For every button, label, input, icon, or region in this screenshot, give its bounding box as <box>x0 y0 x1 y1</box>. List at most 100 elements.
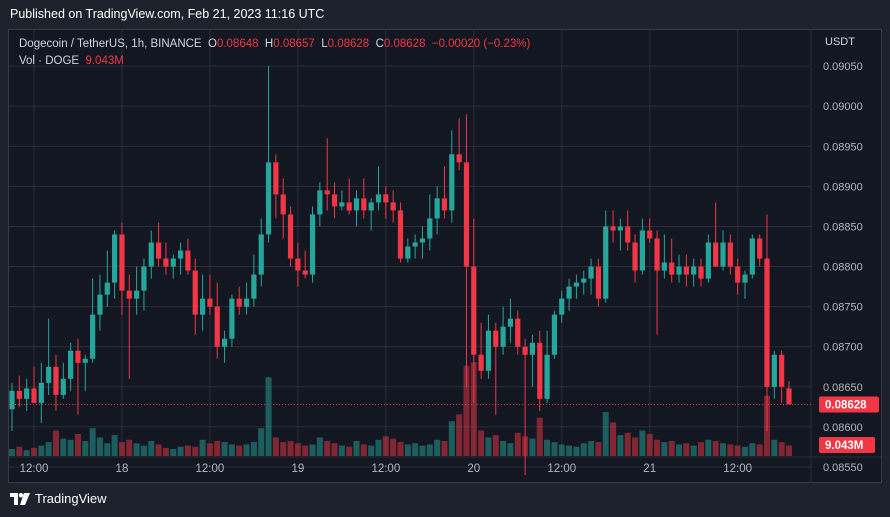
volume-bar <box>441 441 447 456</box>
candle-body <box>544 355 549 399</box>
candle-body <box>684 267 689 275</box>
volume-bar <box>170 449 176 456</box>
change-value: −0.00020 (−0.23%) <box>432 38 530 50</box>
candle-body <box>764 259 769 387</box>
x-tick-label: 12:00 <box>20 463 49 475</box>
candle-body <box>398 210 403 258</box>
candle-body <box>501 327 506 347</box>
candle-body <box>215 307 220 347</box>
candle-body <box>530 343 535 355</box>
x-tick-label: 21 <box>643 463 656 475</box>
tradingview-brand-text: TradingView <box>35 491 107 506</box>
candle-body <box>479 355 484 371</box>
candle-body <box>266 162 271 234</box>
y-tick-label: 0.08750 <box>823 302 863 314</box>
volume-bar <box>229 444 235 456</box>
volume-bar <box>31 448 37 456</box>
candle-body <box>698 267 703 279</box>
volume-bar <box>53 431 59 456</box>
candle-body <box>662 263 667 271</box>
y-tick-label: 0.08600 <box>823 422 863 434</box>
volume-bar <box>603 412 609 456</box>
time-axis: 12:00 18 12:00 19 12:00 20 12:00 21 12:00 <box>20 463 752 475</box>
volume-bar <box>339 446 345 456</box>
open-label: O <box>208 38 217 50</box>
candle-body <box>193 271 198 315</box>
candle-body <box>90 315 95 359</box>
candle-body <box>46 367 51 383</box>
volume-bar <box>705 440 711 456</box>
volume-bar <box>529 439 535 456</box>
volume-bar <box>354 441 360 456</box>
volume-bar <box>163 448 169 456</box>
candle-body <box>772 355 777 387</box>
volume-bar <box>390 439 396 456</box>
symbol-label[interactable]: Dogecoin / TetherUS, 1h, BINANCE <box>19 38 202 50</box>
volume-bar <box>126 440 132 456</box>
candle-body <box>559 299 564 315</box>
volume-bar <box>368 446 374 456</box>
price-candles <box>9 66 791 475</box>
candle-body <box>163 259 168 267</box>
candle-body <box>119 234 124 290</box>
candle-body <box>295 259 300 271</box>
candle-body <box>347 202 352 210</box>
candle-body <box>413 243 418 247</box>
candle-body <box>457 154 462 162</box>
x-tick-label: 12:00 <box>723 463 752 475</box>
chart-panel[interactable]: 0.08628 9.043M 0.09050 0.09000 0.08950 0.089… <box>8 29 882 483</box>
volume-bar <box>639 431 645 456</box>
candle-body <box>728 243 733 267</box>
candle-body <box>647 230 652 238</box>
candle-body <box>566 287 571 299</box>
candlestick-chart[interactable]: 0.08628 9.043M 0.09050 0.09000 0.08950 0.089… <box>9 30 881 482</box>
candle-body <box>537 343 542 399</box>
volume-bar <box>676 444 682 456</box>
candle-body <box>610 226 615 230</box>
candle-body <box>574 283 579 287</box>
candle-body <box>391 202 396 210</box>
candle-body <box>720 243 725 267</box>
volume-value: 9.043M <box>85 55 123 67</box>
volume-bar <box>68 440 74 456</box>
candle-body <box>786 388 791 404</box>
volume-bar <box>419 446 425 456</box>
volume-bar <box>288 441 294 456</box>
candle-body <box>464 162 469 266</box>
y-tick-label: 0.09050 <box>823 61 863 73</box>
candle-body <box>156 243 161 259</box>
y-tick-label: 0.08850 <box>823 221 863 233</box>
volume-bar <box>654 440 660 456</box>
volume-bar <box>244 444 250 456</box>
candle-body <box>17 391 22 399</box>
volume-bar <box>749 443 755 456</box>
volume-bar <box>383 436 389 456</box>
candle-body <box>523 347 528 355</box>
close-value: 0.08628 <box>384 38 426 50</box>
volume-bar <box>266 377 272 456</box>
candle-body <box>185 251 190 271</box>
candle-body <box>632 243 637 271</box>
volume-bar <box>156 444 162 456</box>
candle-body <box>691 267 696 275</box>
candle-body <box>251 275 256 299</box>
volume-bar <box>661 442 667 456</box>
volume-bar <box>119 442 125 456</box>
volume-bar <box>251 442 257 456</box>
candle-body <box>376 194 381 202</box>
candle-body <box>127 291 132 299</box>
candle-body <box>515 319 520 347</box>
volume-bar <box>544 440 550 456</box>
candle-body <box>105 283 110 295</box>
candle-body <box>171 259 176 267</box>
volume-bar <box>148 441 154 456</box>
candle-body <box>339 202 344 206</box>
candle-body <box>178 251 183 259</box>
candle-body <box>669 263 674 275</box>
tradingview-logo[interactable]: TradingView <box>10 491 107 506</box>
volume-bar <box>46 442 52 456</box>
candle-body <box>244 299 249 307</box>
volume-bar <box>771 440 777 456</box>
chart-legend: Dogecoin / TetherUS, 1h, BINANCE O0.0864… <box>19 36 530 70</box>
candle-body <box>742 275 747 283</box>
